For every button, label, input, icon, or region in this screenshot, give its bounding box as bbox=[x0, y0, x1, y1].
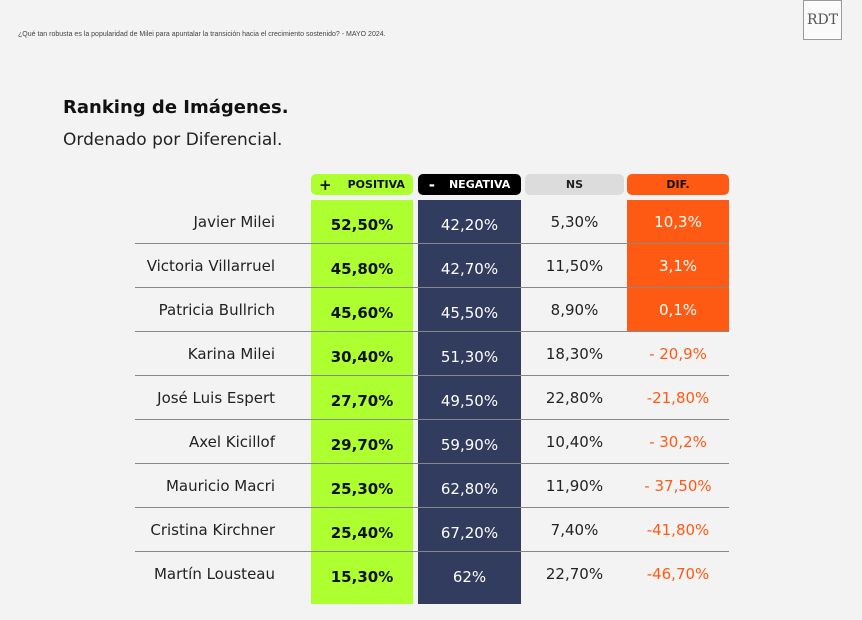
ns-value: 18,30% bbox=[545, 345, 604, 363]
ns-value: 11,50% bbox=[545, 257, 604, 275]
positiva-value: 15,30% bbox=[330, 568, 394, 586]
dif-value: - 30,2% bbox=[649, 433, 707, 451]
ns-value: 10,40% bbox=[545, 433, 604, 451]
positiva-value: 29,70% bbox=[330, 436, 394, 454]
chart-subtitle: Ordenado por Diferencial. bbox=[63, 130, 283, 150]
header-dif: DIF. bbox=[627, 174, 729, 195]
name: José Luis Espert bbox=[157, 389, 275, 407]
minus-icon: - bbox=[428, 175, 435, 194]
header-label: POSITIVA bbox=[347, 178, 405, 191]
name: Patricia Bullrich bbox=[158, 301, 275, 319]
dif-value: -21,80% bbox=[646, 389, 710, 407]
positiva-value: 30,40% bbox=[330, 348, 394, 366]
dif-value: 10,3% bbox=[654, 213, 702, 231]
negativa-value: 42,70% bbox=[440, 260, 499, 278]
dif-value: -46,70% bbox=[646, 565, 710, 583]
name: Axel Kicillof bbox=[188, 433, 275, 451]
dif-positive-highlight bbox=[627, 200, 729, 332]
table-row: Mauricio Macri 25,30% 62,80% 11,90% - 37,50% bbox=[135, 464, 729, 508]
table-row: Patricia Bullrich 45,60% 45,50% 8,90% 0,1% bbox=[135, 288, 729, 332]
header-label: NEGATIVA bbox=[448, 178, 511, 191]
negativa-value: 42,20% bbox=[440, 216, 499, 234]
header-ns: NS bbox=[525, 174, 624, 195]
table-row: Axel Kicillof 29,70% 59,90% 10,40% - 30,2% bbox=[135, 420, 729, 464]
dif-value: - 20,9% bbox=[649, 345, 707, 363]
name: Cristina Kirchner bbox=[150, 521, 275, 539]
dif-value: 0,1% bbox=[658, 301, 698, 319]
negativa-value: 67,20% bbox=[440, 524, 499, 542]
table-row: Victoria Villarruel 45,80% 42,70% 11,50% 3,1… bbox=[135, 244, 729, 288]
ns-value: 5,30% bbox=[550, 213, 599, 231]
positiva-value: 25,40% bbox=[330, 524, 394, 542]
chart-title: Ranking de Imágenes. bbox=[63, 97, 289, 118]
positiva-value: 45,60% bbox=[330, 304, 394, 322]
table-row: Javier Milei 52,50% 42,20% 5,30% 10,3% bbox=[135, 200, 729, 244]
positiva-column bbox=[311, 200, 413, 604]
ns-value: 8,90% bbox=[550, 301, 599, 319]
survey-question: ¿Qué tan robusta es la popularidad de Mi… bbox=[18, 31, 386, 38]
dif-value: - 37,50% bbox=[644, 477, 712, 495]
header-negativa: - NEGATIVA bbox=[418, 174, 521, 195]
dif-value: -41,80% bbox=[646, 521, 710, 539]
table-row: Martín Lousteau 15,30% 62% 22,70% -46,70% bbox=[135, 552, 729, 596]
ns-value: 11,90% bbox=[545, 477, 604, 495]
negativa-value: 51,30% bbox=[440, 348, 499, 366]
positiva-value: 27,70% bbox=[330, 392, 394, 410]
name: Victoria Villarruel bbox=[146, 257, 275, 275]
header-label: NS bbox=[565, 178, 584, 191]
dif-value: 3,1% bbox=[658, 257, 698, 275]
ns-value: 22,70% bbox=[545, 565, 604, 583]
positiva-value: 52,50% bbox=[330, 216, 394, 234]
negativa-value: 62,80% bbox=[440, 480, 499, 498]
positiva-value: 45,80% bbox=[330, 260, 394, 278]
ns-value: 7,40% bbox=[550, 521, 599, 539]
name: Javier Milei bbox=[193, 213, 276, 231]
name: Karina Milei bbox=[187, 345, 275, 363]
plus-icon: + bbox=[319, 175, 332, 194]
name: Martín Lousteau bbox=[153, 565, 275, 583]
name: Mauricio Macri bbox=[165, 477, 275, 495]
table-row: Karina Milei 30,40% 51,30% 18,30% - 20,9% bbox=[135, 332, 729, 376]
negativa-value: 59,90% bbox=[440, 436, 499, 454]
table-row: Cristina Kirchner 25,40% 67,20% 7,40% -41,80… bbox=[135, 508, 729, 552]
negativa-value: 49,50% bbox=[440, 392, 499, 410]
rdt-logo: RDT bbox=[803, 0, 842, 40]
table-row: José Luis Espert 27,70% 49,50% 22,80% -21,80… bbox=[135, 376, 729, 420]
negativa-value: 45,50% bbox=[440, 304, 499, 322]
negativa-value: 62% bbox=[452, 568, 487, 586]
header-label: DIF. bbox=[666, 178, 690, 191]
ns-value: 22,80% bbox=[545, 389, 604, 407]
header-positiva: + POSITIVA bbox=[311, 174, 413, 195]
negativa-column bbox=[418, 200, 521, 604]
positiva-value: 25,30% bbox=[330, 480, 394, 498]
